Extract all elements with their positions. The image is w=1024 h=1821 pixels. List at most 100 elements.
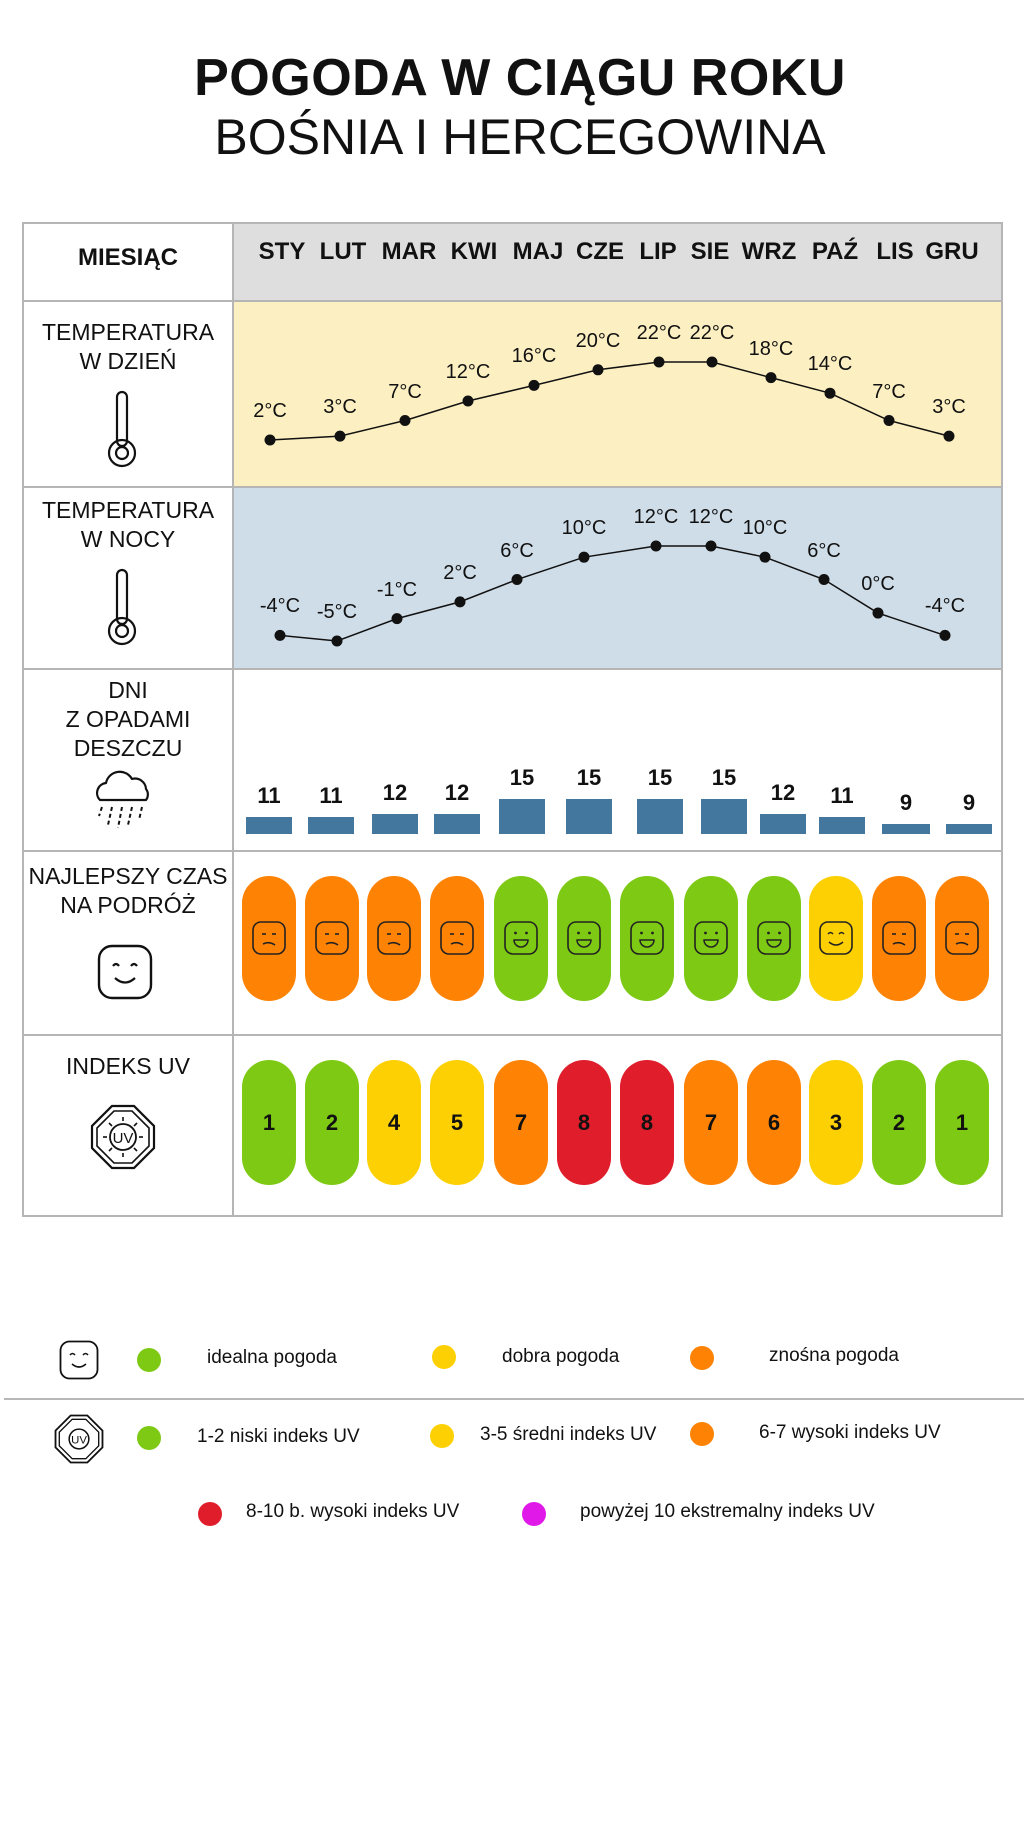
uv-value: 6 [767,1110,781,1135]
uv-value: 3 [829,1110,843,1135]
day_temp-label: 22°C [636,322,682,344]
rain-bar-label: 15 [509,764,535,790]
rain-bar-label: 11 [257,783,281,809]
uv-value: 1 [262,1110,276,1135]
uv-pill: 5 [430,1060,484,1185]
night-temp-label-line: TEMPERATURA [41,497,215,523]
day_temp-label: 20°C [575,329,621,352]
uv-icon-text: UV [113,1130,134,1147]
month-header: LUT [319,238,367,265]
rain-bar [819,817,865,834]
legend-label: 1-2 niski indeks UV [197,1426,360,1447]
best-time-pill [305,876,359,1001]
night_temp-point [454,596,466,608]
smiley-icon [630,921,664,955]
night_temp-point [818,574,830,586]
best-time-pill [935,876,989,1001]
neutral-face-icon [252,921,286,955]
month-header: GRU [925,238,979,265]
best-time-pill [430,876,484,1001]
uv-pill: 2 [872,1060,926,1185]
row-divider [22,1034,1003,1036]
night_temp-point [759,551,771,563]
rain-bar-label: 12 [444,779,470,805]
uv-pill: 8 [557,1060,611,1185]
day_temp-line [269,361,950,441]
day_temp-label: 3°C [323,396,357,419]
neutral-face-icon [315,921,349,955]
night_temp-label: -5°C [316,601,358,623]
legend-divider [4,1398,1024,1400]
rain-bar [701,798,747,834]
rain-bar [882,824,930,834]
best-time-pill [809,876,863,1001]
rain-days-label-line: DESZCZU [73,735,183,761]
night-temp-row-bg [233,488,1001,668]
night_temp-point [939,629,951,641]
day_temp-label: 7°C [388,380,422,403]
month-header: PAŹ [811,238,859,265]
day_temp-label: 12°C [445,361,491,383]
best-time-label-line: NAJLEPSZY CZAS [28,863,228,889]
night_temp-label: 10°C [742,517,788,540]
smiley-icon [757,921,791,955]
best-time-label-line: NA PODRÓŻ [60,892,196,918]
legend-dot [432,1345,456,1369]
uv-value: 1 [955,1110,969,1135]
uv-index-label: INDEKS UV [66,1053,190,1079]
smiley-icon [97,944,153,1000]
month-header: KWI [450,238,498,265]
day-temp-row-bg [233,302,1001,486]
legend-label: 8-10 b. wysoki indeks UV [246,1501,460,1522]
rain-days-label-line: DNI [108,677,148,703]
night_temp-label: 0°C [861,573,895,596]
legend-label: 6-7 wysoki indeks UV [759,1422,941,1443]
legend-dot [137,1426,161,1450]
uv-value: 5 [450,1110,464,1135]
row-divider [22,486,1003,488]
rain-bar [760,813,806,834]
uv-pill: 1 [242,1060,296,1185]
smiley-icon [567,921,601,955]
night_temp-label: 6°C [500,539,534,562]
smiley-icon [694,921,728,955]
night_temp-label: -1°C [376,578,418,601]
day_temp-point [706,356,718,368]
legend-dot [137,1348,161,1372]
night_temp-point [511,574,523,586]
uv-value: 4 [387,1110,401,1135]
row-divider [22,668,1003,670]
uv-pill: 7 [684,1060,738,1185]
uv-value: 7 [514,1110,528,1135]
legend-label: 3-5 średni indeks UV [480,1424,657,1445]
rain-bar-label: 9 [962,790,976,815]
rain-bar [499,798,545,834]
rain-bar-label: 11 [830,783,854,809]
uv-icon: UV [90,1104,156,1170]
row-divider [22,300,1003,302]
neutral-face-icon [377,921,411,955]
night_temp-label: 12°C [688,506,734,528]
thermometer-icon [107,390,137,468]
rain-bar [308,817,354,834]
legend-dot [690,1346,714,1370]
rain-days-label: DNI Z OPADAMI DESZCZU [24,676,232,763]
legend-dot [430,1424,454,1448]
night-temp-label: TEMPERATURA W NOCY [24,496,232,554]
day_temp-point [653,356,665,368]
night_temp-point [705,540,717,552]
uv-value: 2 [892,1110,906,1135]
day_temp-label: 14°C [807,353,853,376]
uv-value: 2 [325,1110,339,1135]
best-time-pill [557,876,611,1001]
best-time-pill [367,876,421,1001]
best-time-pill [620,876,674,1001]
rain-bar [372,813,418,834]
day_temp-label: 7°C [872,380,906,403]
day_temp-point [399,415,411,426]
night_temp-point [274,629,286,641]
day_temp-point [943,430,955,442]
month-header: MAJ [512,238,564,265]
rain-bar [946,824,992,834]
day_temp-point [824,387,836,399]
